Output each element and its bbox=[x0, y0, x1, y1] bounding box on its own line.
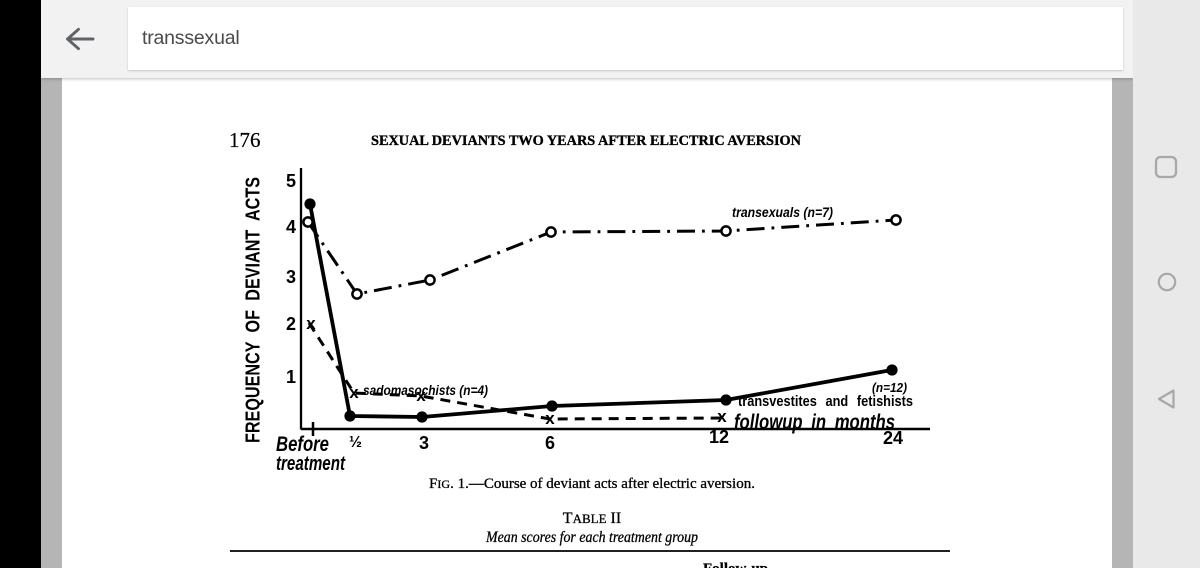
svg-text:6: 6 bbox=[545, 433, 555, 453]
svg-text:176: 176 bbox=[229, 128, 261, 152]
svg-text:3: 3 bbox=[286, 267, 296, 287]
svg-text:Follow-up: Follow-up bbox=[703, 561, 768, 568]
svg-text:Before: Before bbox=[276, 433, 329, 456]
svg-text:transvestites and fetishists: transvestites and fetishists bbox=[738, 393, 913, 410]
svg-text:5: 5 bbox=[286, 171, 296, 191]
svg-text:TABLE II: TABLE II bbox=[563, 510, 621, 527]
svg-text:2: 2 bbox=[286, 314, 296, 334]
svg-text:(n=12): (n=12) bbox=[872, 381, 907, 395]
svg-text:24: 24 bbox=[883, 428, 903, 448]
svg-text:12: 12 bbox=[709, 427, 729, 447]
svg-text:1: 1 bbox=[286, 367, 296, 387]
svg-text:FIG. 1.—Course of deviant acts: FIG. 1.—Course of deviant acts after ele… bbox=[429, 476, 755, 492]
svg-text:Mean scores for each treatment: Mean scores for each treatment group bbox=[485, 529, 698, 546]
svg-text:SEXUAL DEVIANTS TWO YEARS AFTE: SEXUAL DEVIANTS TWO YEARS AFTER ELECTRIC… bbox=[371, 133, 801, 149]
svg-text:4: 4 bbox=[286, 217, 296, 237]
svg-text:x: x bbox=[545, 409, 555, 428]
svg-text:3: 3 bbox=[419, 433, 429, 453]
svg-text:FREQUENCY OF DEVIANT ACTS: FREQUENCY OF DEVIANT ACTS bbox=[243, 177, 265, 443]
svg-text:x: x bbox=[349, 383, 359, 402]
svg-text:x: x bbox=[717, 407, 727, 426]
svg-text:x: x bbox=[416, 386, 426, 405]
svg-text:sadomasochists (n=4): sadomasochists (n=4) bbox=[363, 382, 488, 398]
svg-text:followup in months: followup in months bbox=[734, 411, 895, 434]
svg-text:treatment: treatment bbox=[276, 453, 346, 475]
svg-text:½: ½ bbox=[349, 434, 362, 451]
svg-text:x: x bbox=[306, 314, 316, 333]
svg-text:transexuals (n=7): transexuals (n=7) bbox=[732, 204, 833, 220]
